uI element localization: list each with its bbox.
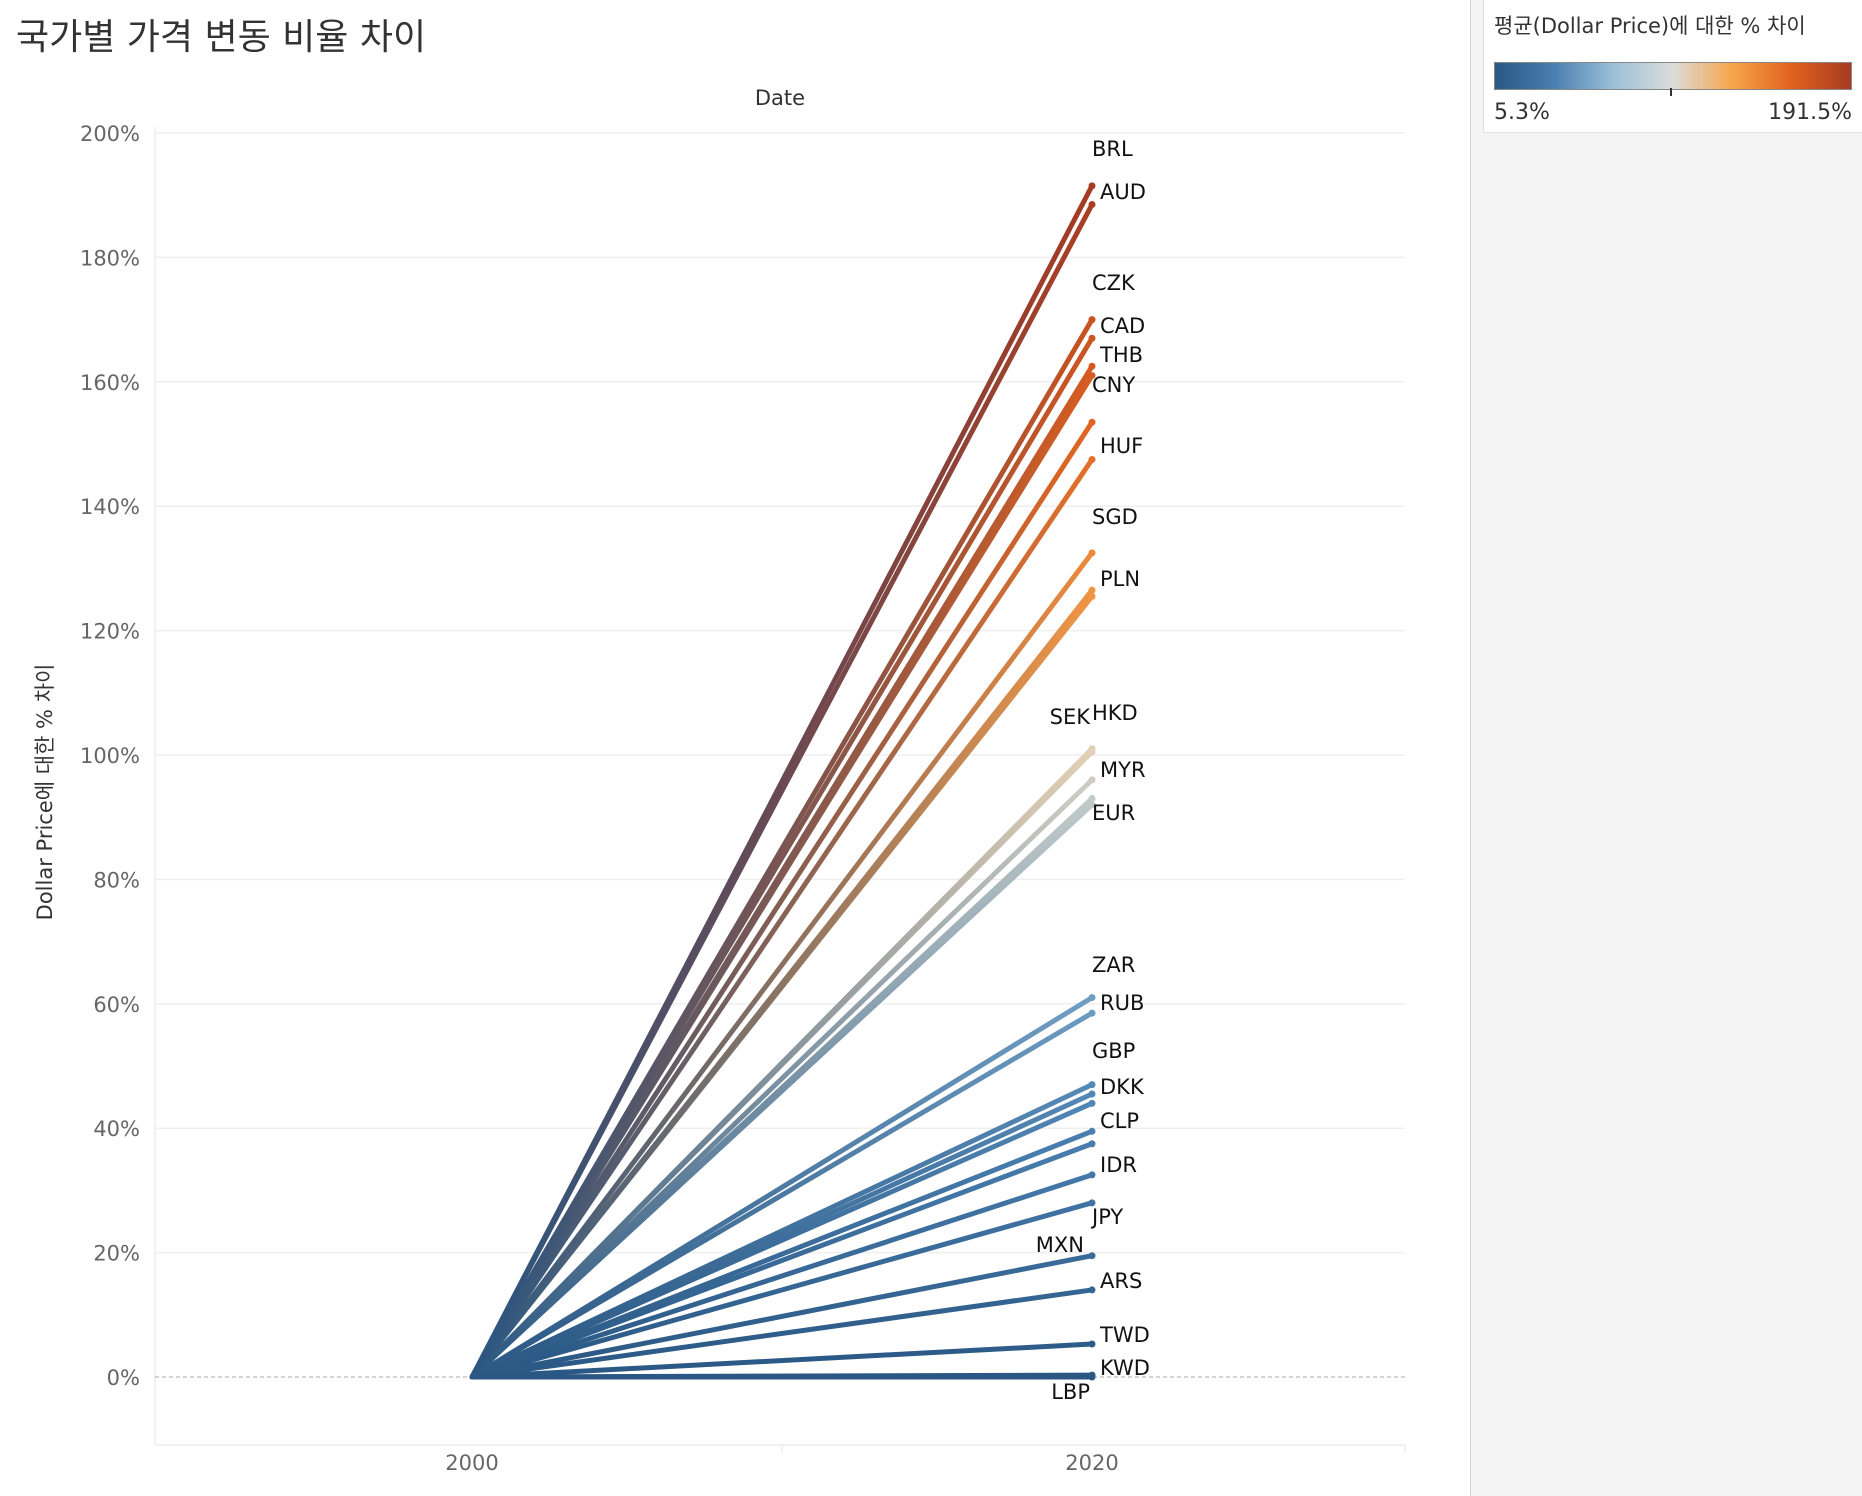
- series-endpoint[interactable]: [1088, 182, 1096, 190]
- series-line-idr[interactable]: [469, 1172, 1095, 1380]
- y-tick-label: 40%: [93, 1117, 140, 1141]
- series-label-sgd: SGD: [1092, 505, 1138, 529]
- y-tick-label: 160%: [80, 371, 140, 395]
- series-line-pln[interactable]: [469, 587, 1095, 1380]
- series-label-twd: TWD: [1099, 1323, 1150, 1347]
- x-tick-label: 2020: [1065, 1451, 1118, 1475]
- series-endpoint[interactable]: [1088, 795, 1096, 803]
- series-label-kwd: KWD: [1100, 1356, 1150, 1380]
- series-endpoint[interactable]: [1088, 1171, 1096, 1179]
- legend-title: 평균(Dollar Price)에 대한 % 차이: [1494, 14, 1806, 38]
- y-tick-label: 180%: [80, 246, 140, 270]
- color-legend: 평균(Dollar Price)에 대한 % 차이 5.3% 191.5%: [1483, 0, 1862, 133]
- series-line-czk[interactable]: [469, 317, 1095, 1380]
- y-tick-label: 200%: [80, 122, 140, 146]
- series-endpoint[interactable]: [1088, 1009, 1096, 1017]
- x-axis-ticks: 2000 2020: [445, 1451, 1118, 1475]
- series-label-aud: AUD: [1100, 180, 1146, 204]
- series-endpoint[interactable]: [1088, 1090, 1096, 1098]
- series-lines: [469, 182, 1096, 1381]
- series-line-clp[interactable]: [469, 1128, 1095, 1380]
- series-label-gbp: GBP: [1092, 1039, 1135, 1063]
- series-endpoint[interactable]: [1088, 316, 1096, 324]
- series-endpoint[interactable]: [1088, 1140, 1096, 1148]
- series-endpoint[interactable]: [1088, 1099, 1096, 1107]
- series-line-ars[interactable]: [469, 1287, 1095, 1380]
- series-endpoint[interactable]: [1088, 1252, 1096, 1260]
- series-label-brl: BRL: [1092, 137, 1133, 161]
- y-tick-label: 60%: [93, 993, 140, 1017]
- series-line-twd[interactable]: [469, 1341, 1095, 1380]
- plot-frame: [154, 127, 1406, 1453]
- series-endpoint[interactable]: [1088, 1199, 1096, 1207]
- series-label-ars: ARS: [1100, 1269, 1142, 1293]
- series-label-dkk: DKK: [1100, 1075, 1145, 1099]
- series-label-thb: THB: [1099, 343, 1143, 367]
- series-line-sgd[interactable]: [469, 550, 1095, 1380]
- line-chart: 0% 20% 40% 60% 80% 100% 120% 140% 160% 180% 200% 2…: [33, 86, 1406, 1475]
- series-label-lbp: LBP: [1051, 1380, 1090, 1404]
- legend-min-label: 5.3%: [1494, 100, 1550, 125]
- series-endpoint[interactable]: [1088, 586, 1096, 594]
- y-axis-title: Dollar Price에 대한 % 차이: [33, 664, 57, 921]
- series-label-pln: PLN: [1100, 567, 1140, 591]
- series-label-cny: CNY: [1092, 373, 1135, 397]
- series-line-jpy[interactable]: [469, 1200, 1095, 1380]
- series-endpoint[interactable]: [1088, 549, 1096, 557]
- series-label-huf: HUF: [1100, 434, 1143, 458]
- series-label-rub: RUB: [1100, 991, 1144, 1015]
- series-line-brl[interactable]: [469, 183, 1095, 1380]
- series-endpoint[interactable]: [1088, 776, 1096, 784]
- legend-midpoint-tick: [1670, 88, 1672, 96]
- series-line-gbp[interactable]: [469, 1082, 1095, 1380]
- series-endpoint[interactable]: [1088, 1340, 1096, 1348]
- series-label-clp: CLP: [1100, 1109, 1139, 1133]
- series-line[interactable]: [469, 457, 1095, 1380]
- series-endpoint[interactable]: [1088, 456, 1096, 464]
- series-line-zar[interactable]: [469, 995, 1095, 1380]
- series-endpoint[interactable]: [1088, 418, 1096, 426]
- series-label-czk: CZK: [1092, 271, 1136, 295]
- series-label-zar: ZAR: [1092, 953, 1135, 977]
- y-tick-label: 140%: [80, 495, 140, 519]
- series-label-hkd: HKD: [1092, 701, 1138, 725]
- series-label-sek: SEK: [1050, 705, 1092, 729]
- series-label-cad: CAD: [1100, 314, 1145, 338]
- series-endpoint[interactable]: [1088, 1286, 1096, 1294]
- x-axis-title: Date: [755, 86, 805, 110]
- series-line-myr[interactable]: [469, 777, 1095, 1380]
- y-tick-label: 0%: [107, 1366, 140, 1390]
- series-label-eur: EUR: [1092, 801, 1135, 825]
- series-endpoint[interactable]: [1088, 362, 1096, 370]
- series-label-myr: MYR: [1100, 758, 1146, 782]
- x-tick-label: 2000: [445, 1451, 498, 1475]
- series-endpoint[interactable]: [1088, 1081, 1096, 1089]
- series-line-mxn[interactable]: [469, 1253, 1095, 1380]
- series-endpoint[interactable]: [1088, 1127, 1096, 1135]
- series-line-kwd[interactable]: [469, 1372, 1095, 1380]
- series-line-huf[interactable]: [469, 419, 1095, 1380]
- series-endpoint[interactable]: [1088, 201, 1096, 209]
- legend-color-ramp: [1494, 62, 1852, 90]
- y-tick-label: 80%: [93, 868, 140, 892]
- y-tick-label: 120%: [80, 620, 140, 644]
- series-label-jpy: JPY: [1090, 1205, 1123, 1229]
- series-label-idr: IDR: [1100, 1153, 1137, 1177]
- y-tick-label: 20%: [93, 1242, 140, 1266]
- page-title: 국가별 가격 변동 비율 차이: [16, 17, 427, 58]
- series-line-hkd[interactable]: [469, 746, 1095, 1380]
- y-axis-ticks: 0% 20% 40% 60% 80% 100% 120% 140% 160% 180% 200%: [80, 122, 140, 1390]
- series-labels: BRL AUD CZK CAD THB CNY HUF SGD PLN SEK HKD MYR EUR Z…: [1036, 137, 1150, 1404]
- series-endpoint[interactable]: [1088, 994, 1096, 1002]
- legend-max-label: 191.5%: [1768, 100, 1852, 125]
- y-tick-label: 100%: [80, 744, 140, 768]
- series-endpoint[interactable]: [1088, 1371, 1096, 1379]
- series-label-mxn: MXN: [1036, 1233, 1084, 1257]
- legend-panel: 평균(Dollar Price)에 대한 % 차이 5.3% 191.5%: [1470, 0, 1862, 1496]
- series-endpoint[interactable]: [1088, 745, 1096, 753]
- gridlines: [155, 132, 1405, 1378]
- series-endpoint[interactable]: [1088, 334, 1096, 342]
